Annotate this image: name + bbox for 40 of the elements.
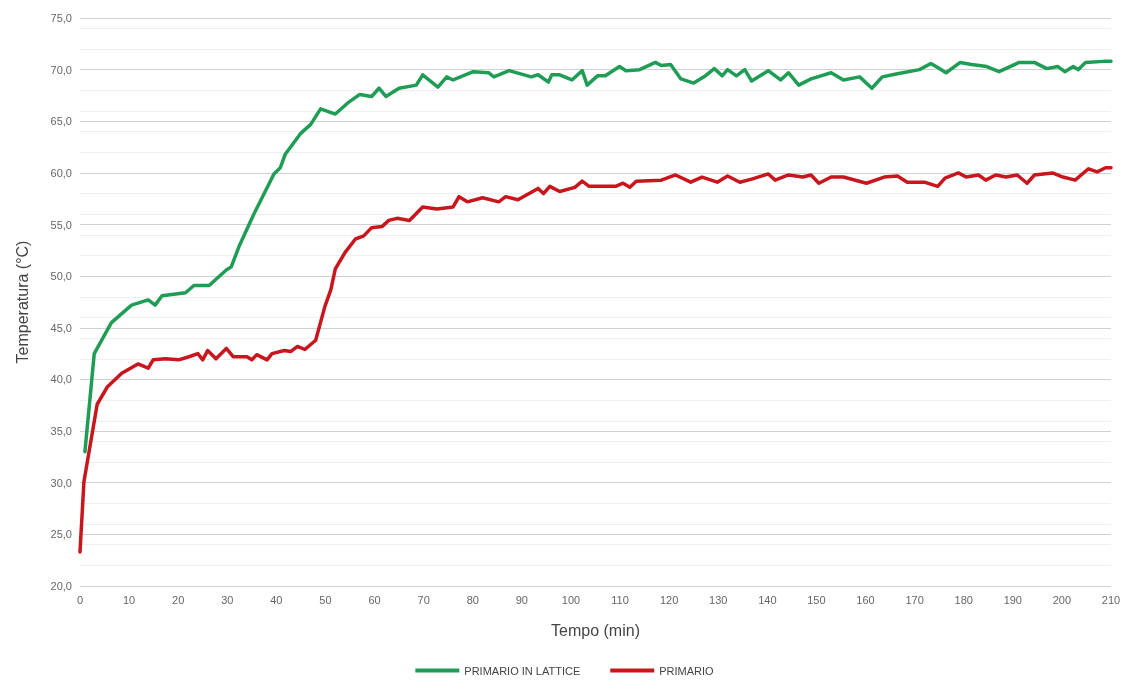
x-tick-label: 30 [221,593,234,606]
x-tick-label: 150 [807,593,826,606]
x-tick-label: 120 [659,593,679,606]
x-tick-label: 50 [319,593,332,606]
x-tick-label: 110 [611,593,629,606]
x-tick-label: 160 [856,593,875,606]
line-series [78,166,1113,554]
x-tick-label: 90 [515,593,528,606]
legend-label: PRIMARIO [659,664,715,677]
x-tick-label: 70 [417,593,430,606]
y-tick-label: 65,0 [50,115,72,128]
y-axis-title: Temperatura (°C) [13,240,31,364]
x-tick-label: 80 [466,593,479,606]
y-tick-label: 75,0 [50,12,72,24]
y-tick-label: 50,0 [50,270,72,283]
y-tick-label: 40,0 [50,373,72,386]
x-tick-label: 200 [1052,593,1072,606]
legend-label: PRIMARIO IN LATTICE [464,664,581,677]
x-tick-label: 20 [172,593,185,606]
x-tick-label: 40 [270,593,283,606]
x-tick-label: 210 [1101,593,1121,606]
y-tick-label: 25,0 [50,528,72,541]
y-tick-label: 35,0 [50,425,72,438]
x-tick-label: 10 [122,593,136,606]
line-series [83,59,1113,454]
y-tick-label: 60,0 [50,166,72,179]
y-tick-label: 70,0 [50,63,72,76]
x-tick-label: 190 [1003,593,1022,606]
x-axis-title: Tempo (min) [551,621,640,639]
y-tick-label: 55,0 [50,218,72,231]
x-tick-label: 130 [709,593,728,606]
x-tick-label: 100 [561,593,581,606]
x-tick-label: 60 [368,593,381,606]
y-tick-label: 45,0 [50,321,72,334]
x-tick-label: 180 [954,593,973,606]
x-tick-label: 140 [758,593,777,606]
y-tick-label: 30,0 [50,476,72,489]
x-tick-label: 170 [905,593,924,606]
y-tick-label: 20,0 [50,580,72,592]
x-tick-label: 0 [76,593,84,606]
